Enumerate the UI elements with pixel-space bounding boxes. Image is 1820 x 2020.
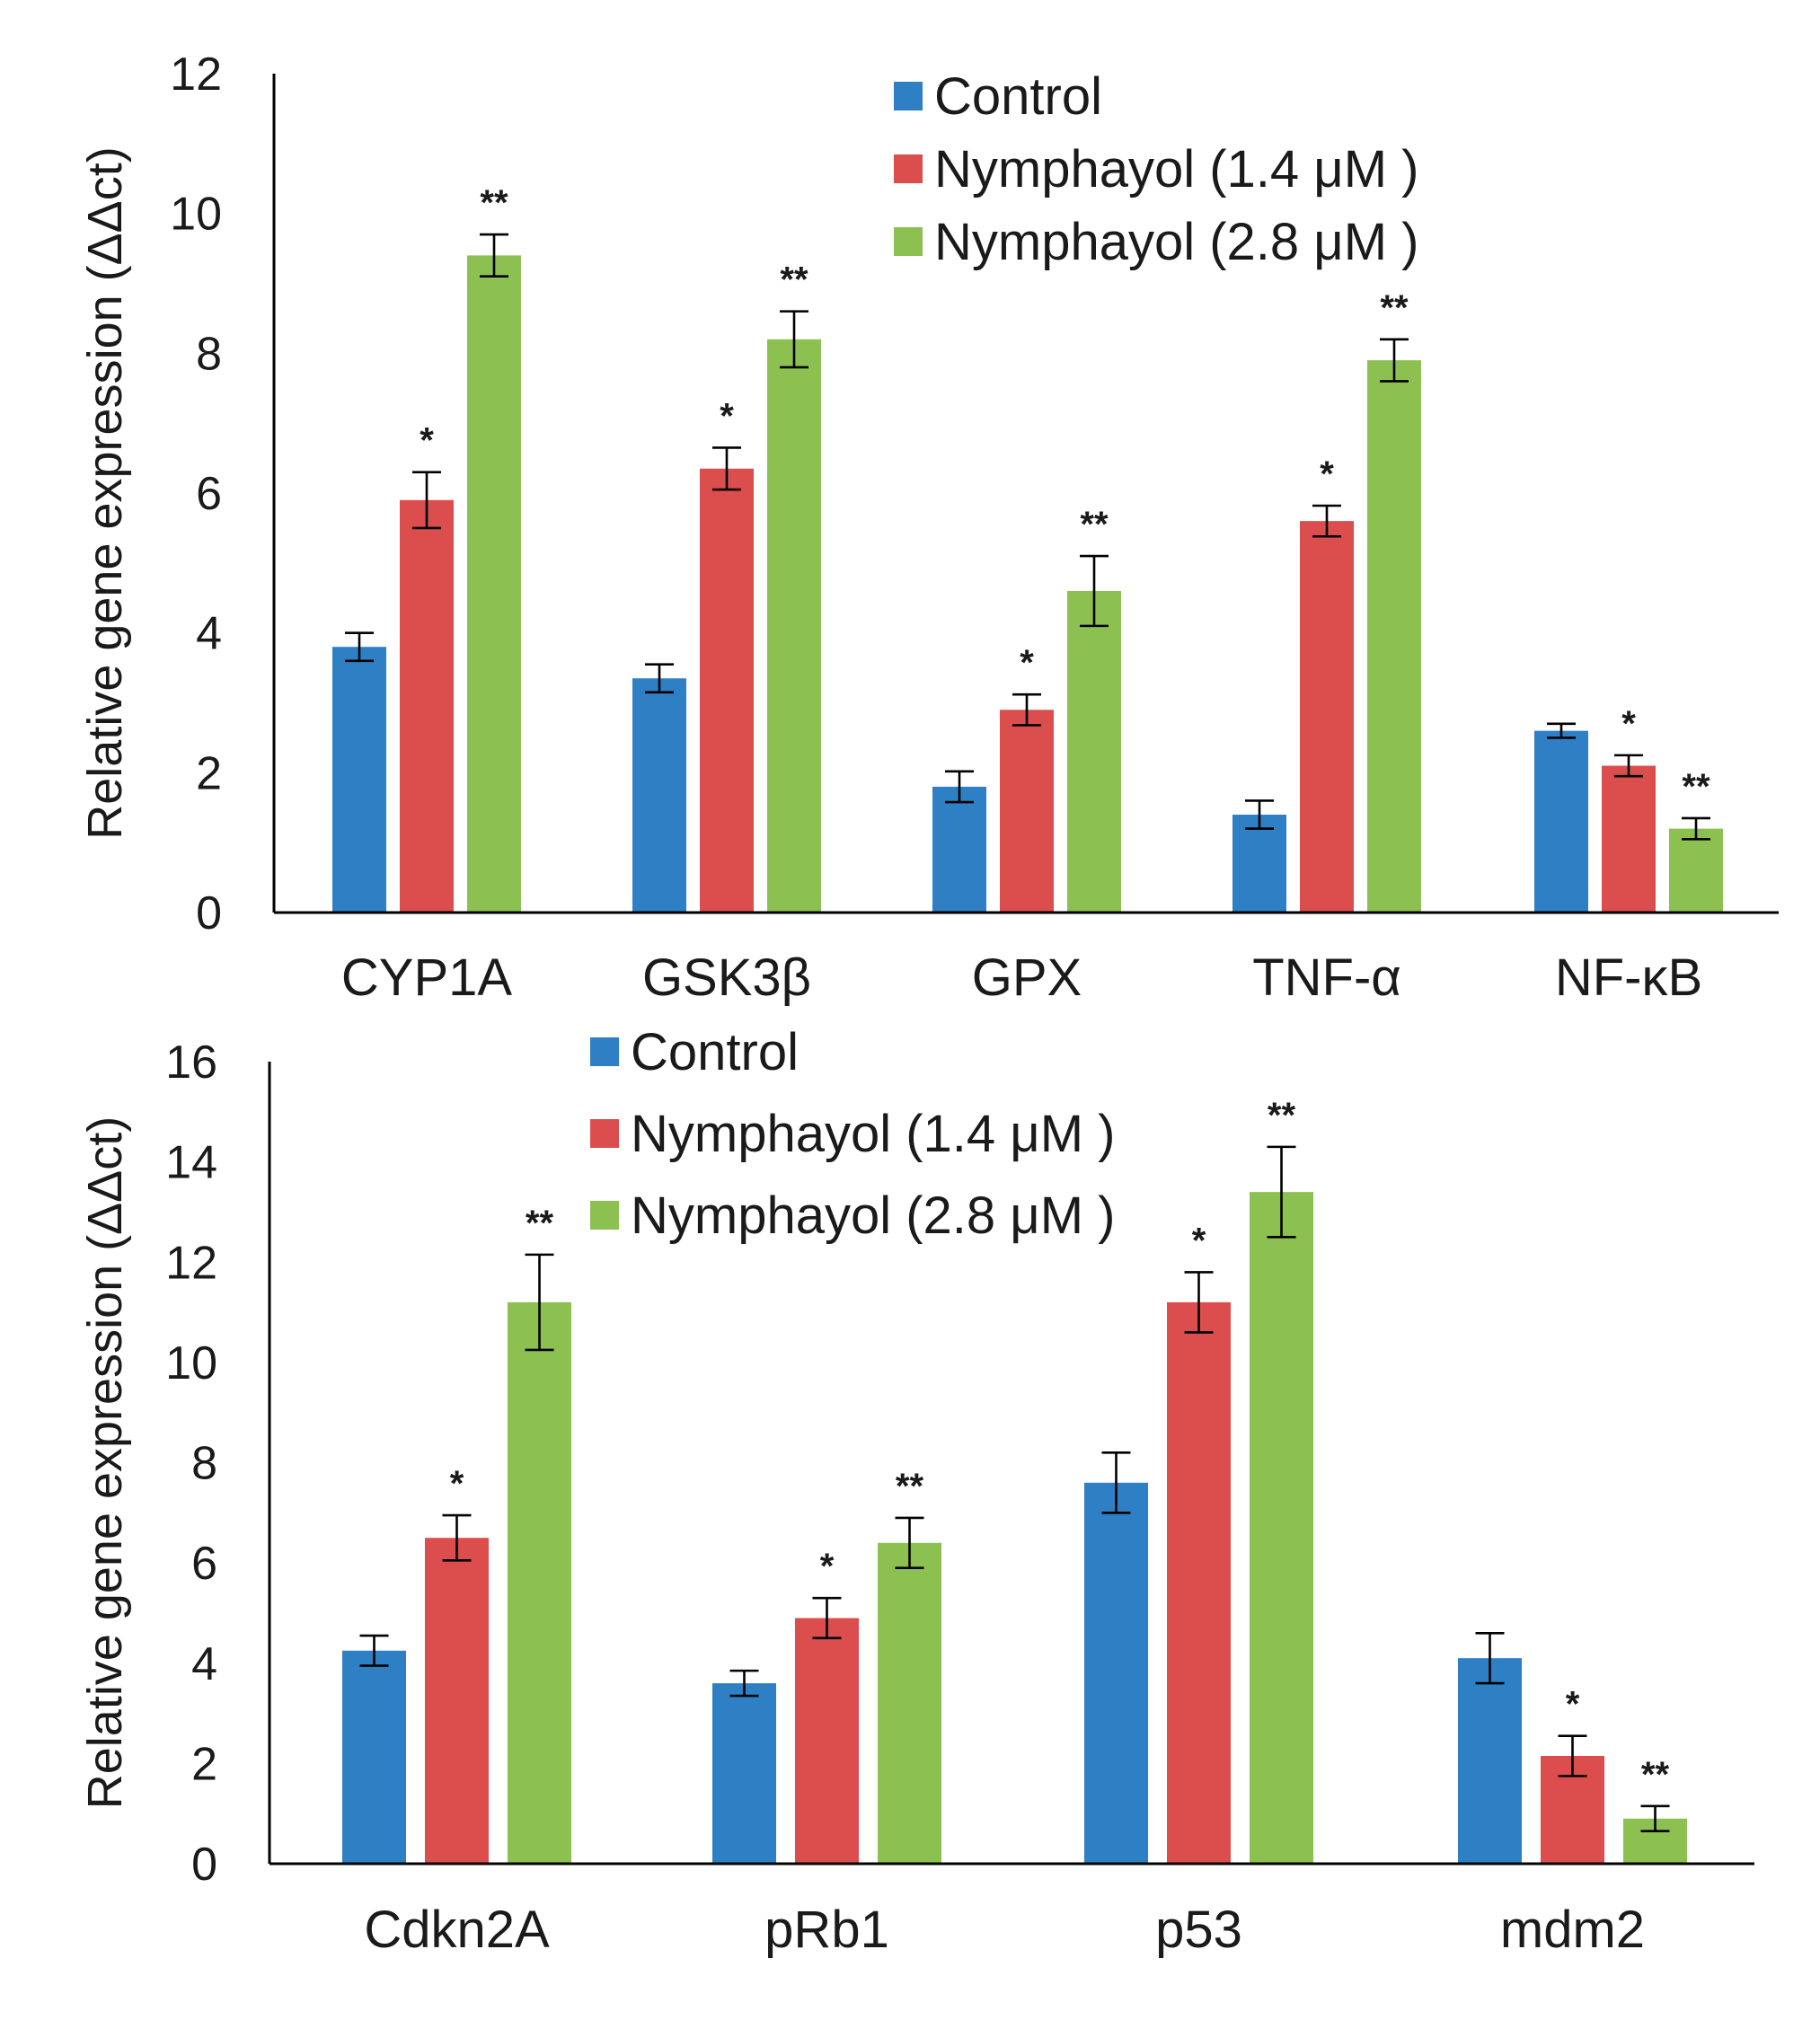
bar	[467, 255, 521, 913]
legend-swatch	[894, 227, 923, 256]
bar	[1669, 828, 1723, 913]
y-tick-label: 10	[170, 189, 222, 241]
bar	[508, 1301, 571, 1864]
x-category-label: GSK3β	[642, 948, 811, 1007]
significance-marker: *	[1566, 1685, 1580, 1724]
y-tick-label: 6	[191, 1538, 217, 1590]
x-category-label: GPX	[972, 948, 1082, 1007]
bar	[700, 468, 754, 913]
significance-marker: **	[1380, 288, 1409, 328]
significance-marker: *	[820, 1547, 835, 1586]
bar	[425, 1538, 489, 1864]
y-tick-label: 12	[170, 49, 222, 101]
y-tick-label: 6	[196, 468, 222, 520]
legend-label: Control	[934, 67, 1102, 126]
x-category-label: mdm2	[1500, 1901, 1645, 1959]
bar	[1000, 710, 1054, 913]
significance-marker: **	[1682, 767, 1710, 807]
significance-marker: **	[480, 183, 508, 223]
legend-label: Control	[631, 1023, 799, 1081]
bar	[400, 499, 454, 913]
bar	[932, 786, 986, 913]
significance-marker: **	[780, 260, 808, 300]
bar	[712, 1683, 776, 1864]
y-tick-label: 14	[165, 1137, 217, 1189]
y-tick-label: 4	[196, 608, 222, 660]
x-category-label: Cdkn2A	[364, 1901, 550, 1959]
bar	[1367, 360, 1421, 913]
bar	[795, 1618, 859, 1864]
bar	[1084, 1482, 1148, 1864]
bar	[632, 678, 686, 913]
significance-marker: *	[1192, 1221, 1206, 1260]
y-tick-label: 8	[191, 1438, 217, 1490]
y-tick-label: 2	[191, 1738, 217, 1790]
bar	[342, 1650, 406, 1864]
legend-label: Nymphayol (2.8 μM )	[934, 213, 1418, 271]
y-tick-label: 10	[165, 1337, 217, 1389]
bar	[1067, 590, 1121, 913]
significance-marker: *	[1621, 704, 1636, 744]
y-tick-label: 0	[191, 1839, 217, 1891]
significance-marker: *	[1320, 454, 1334, 494]
bar	[1167, 1301, 1231, 1864]
y-tick-label: 16	[165, 1036, 217, 1089]
legend-label: Nymphayol (2.8 μM )	[631, 1186, 1115, 1245]
bar	[1300, 521, 1354, 913]
bar	[1232, 815, 1286, 913]
significance-marker: *	[420, 421, 434, 461]
significance-marker: **	[896, 1467, 924, 1506]
bar	[1534, 730, 1588, 913]
y-tick-label: 8	[196, 328, 222, 380]
significance-marker: **	[526, 1204, 554, 1243]
legend-swatch	[590, 1037, 619, 1066]
legend-swatch	[894, 154, 923, 183]
significance-marker: **	[1268, 1096, 1296, 1135]
y-axis-title: Relative gene expression (ΔΔct)	[78, 146, 132, 839]
y-axis-title: Relative gene expression (ΔΔct)	[78, 1116, 132, 1809]
x-category-label: p53	[1155, 1901, 1242, 1959]
x-category-label: pRb1	[764, 1901, 889, 1959]
bar	[878, 1542, 941, 1864]
significance-marker: **	[1641, 1755, 1670, 1795]
x-category-label: CYP1A	[341, 948, 513, 1007]
legend-swatch	[590, 1119, 619, 1148]
bar	[1250, 1192, 1313, 1864]
legend-label: Nymphayol (1.4 μM )	[631, 1105, 1115, 1163]
x-category-label: NF-κB	[1555, 948, 1702, 1007]
y-tick-label: 4	[191, 1638, 217, 1690]
y-tick-label: 2	[196, 747, 222, 799]
significance-marker: **	[1080, 505, 1109, 544]
significance-marker: *	[450, 1464, 464, 1504]
bar	[1458, 1658, 1522, 1864]
y-tick-label: 12	[165, 1237, 217, 1289]
significance-marker: *	[720, 396, 734, 436]
x-category-label: TNF-α	[1252, 948, 1401, 1007]
significance-marker: *	[1020, 643, 1034, 683]
legend-label: Nymphayol (1.4 μM )	[934, 140, 1418, 198]
chart-top: 0 2 4 6 8 10 12 Relative gene expression (ΔΔct)…	[78, 49, 1779, 1007]
bar	[332, 647, 386, 913]
y-tick-label: 0	[196, 887, 222, 939]
legend-swatch	[590, 1201, 619, 1230]
bar	[767, 339, 821, 913]
bar	[1602, 765, 1656, 913]
legend-swatch	[894, 82, 923, 110]
chart-bottom: 0 2 4 6 8 10 12 14 16 Relative gene expression (Δ…	[78, 1023, 1754, 1959]
